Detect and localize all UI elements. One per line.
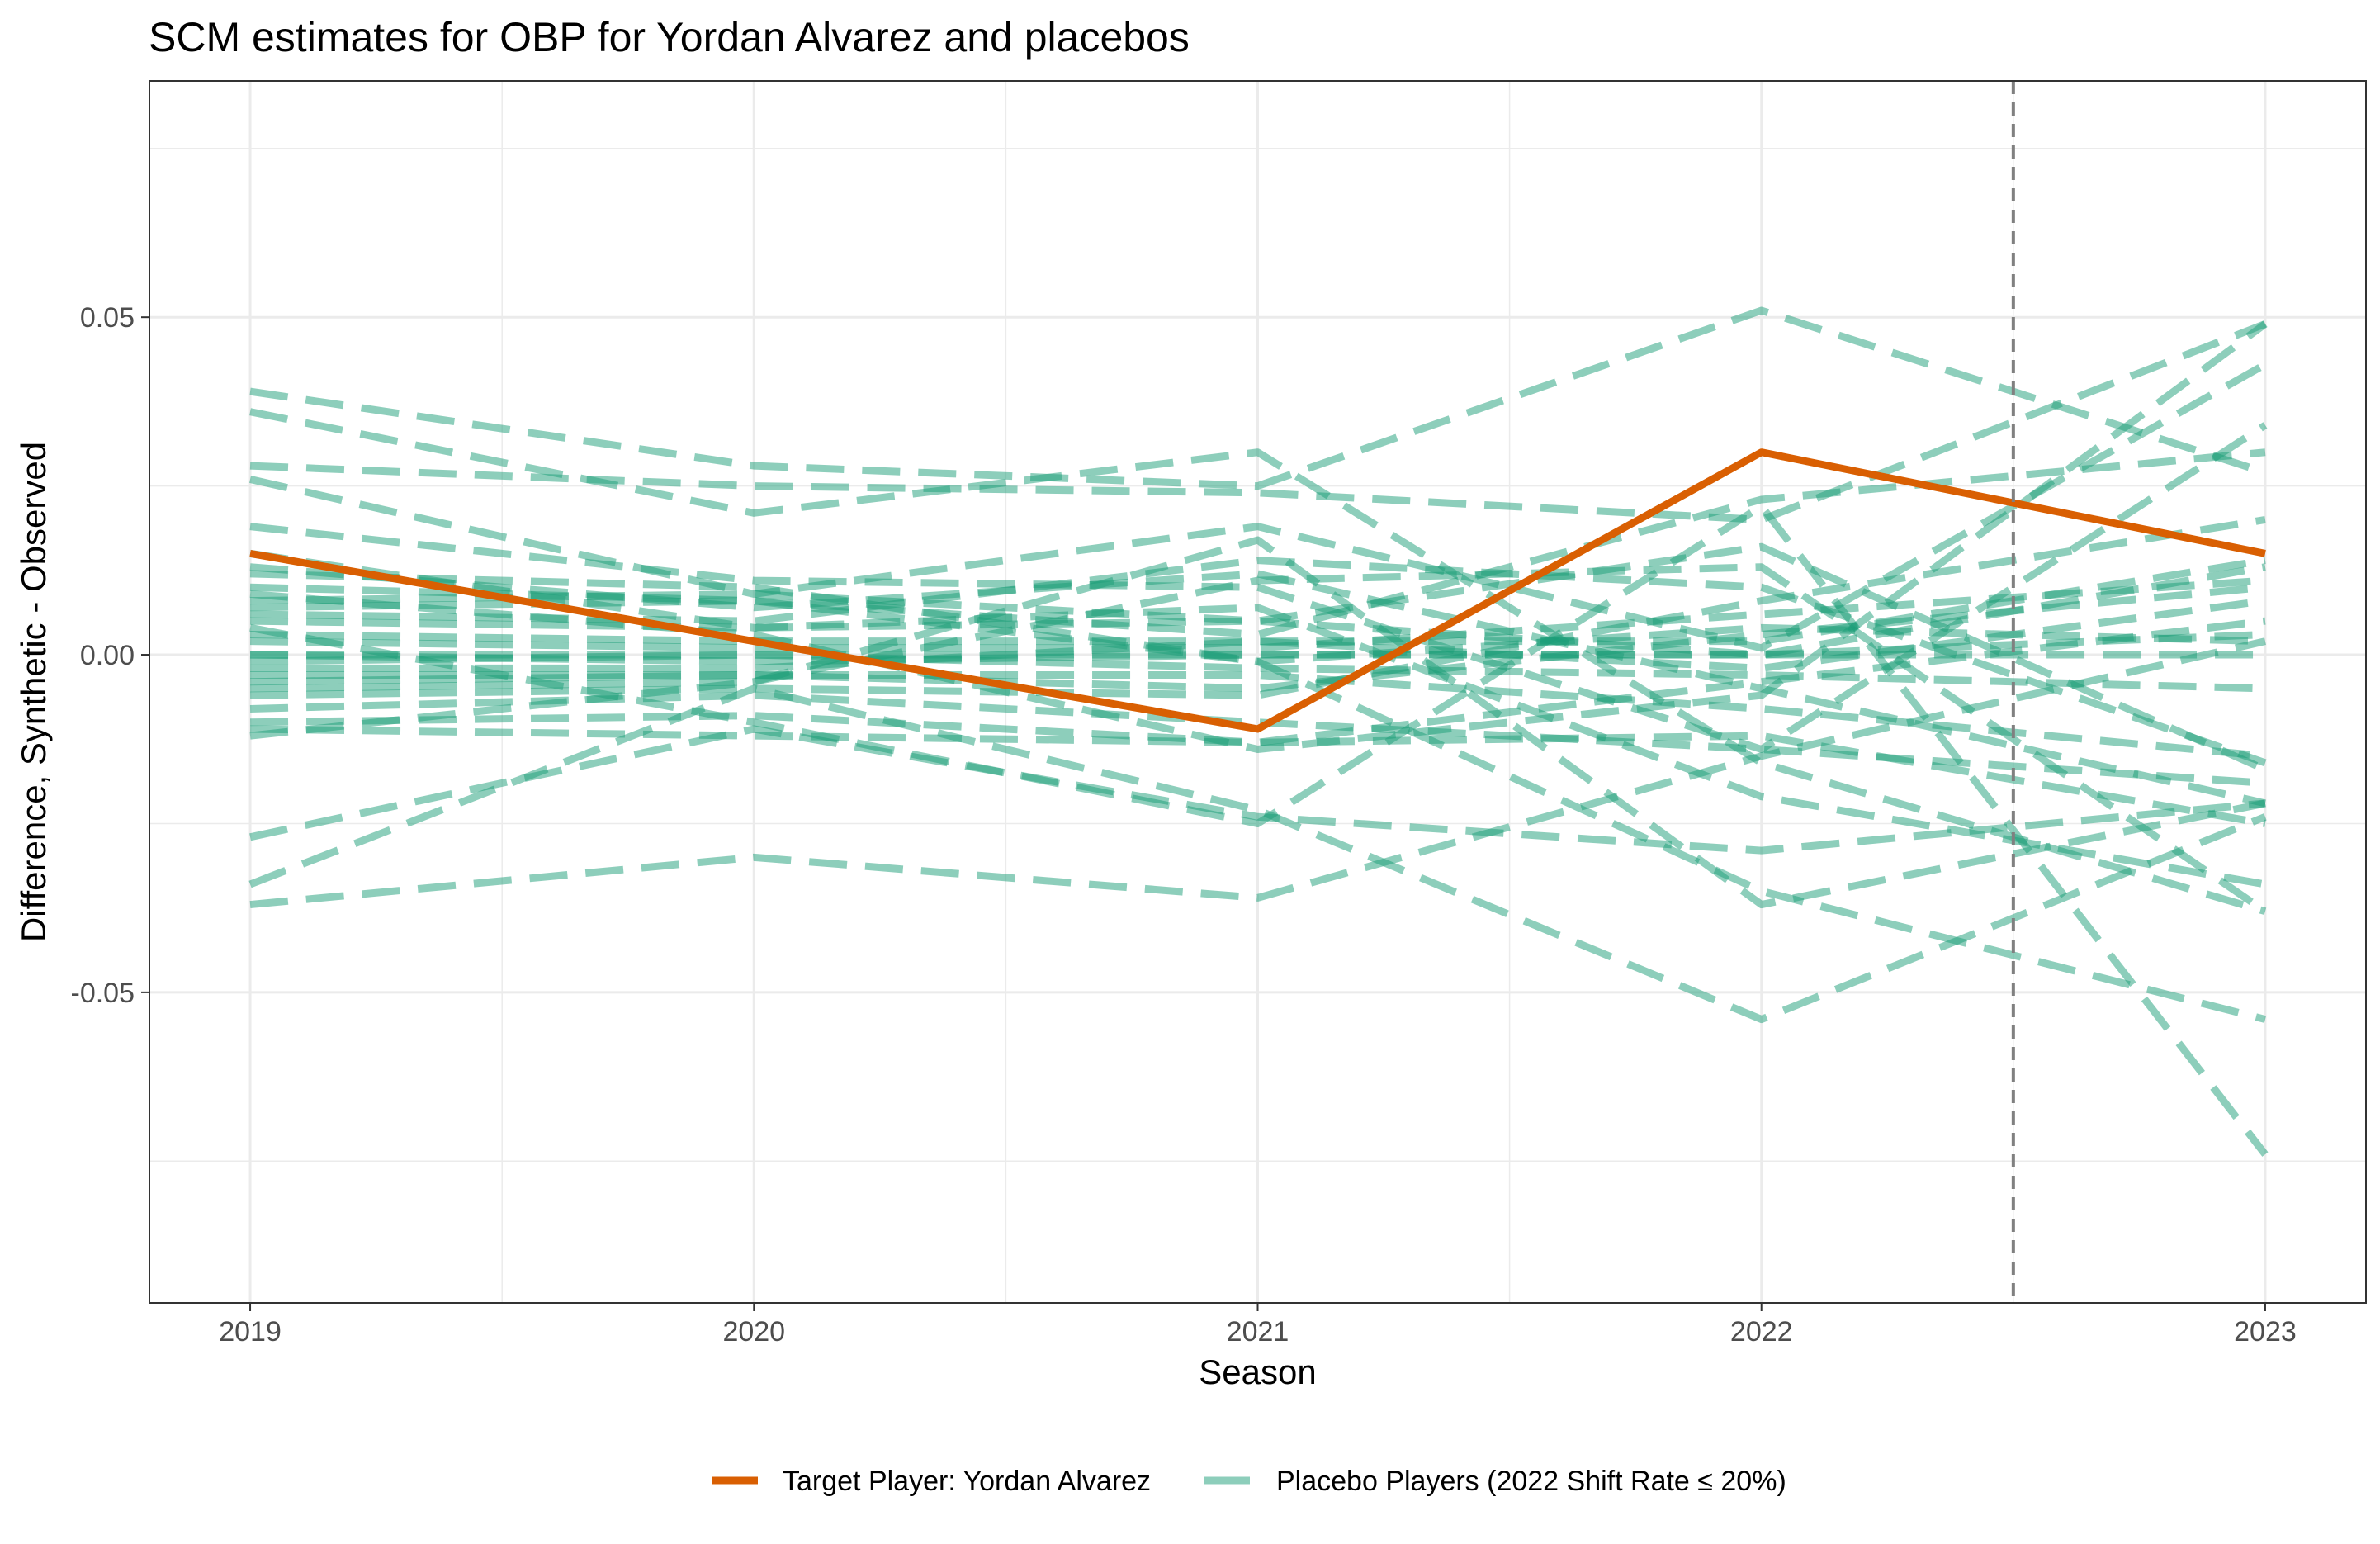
x-tick-label: 2020 [722, 1316, 785, 1347]
y-tick-label: 0.05 [80, 302, 135, 334]
placebo-series-line [249, 502, 2269, 1157]
placebo-series-line [249, 563, 2268, 915]
placebo-lines [248, 306, 2269, 1157]
grid-layer [149, 81, 2366, 1303]
legend-label-placebo: Placebo Players (2022 Shift Rate ≤ 20%) [1276, 1466, 1786, 1497]
placebo-series-line [249, 408, 2267, 916]
x-tick-label: 2021 [1227, 1316, 1289, 1347]
legend: Target Player: Yordan Alvarez Placebo Pl… [712, 1466, 1786, 1497]
placebo-series-line [249, 563, 2266, 808]
placebo-series-line [249, 549, 2266, 888]
x-tick-label: 2022 [1730, 1316, 1793, 1347]
x-tick-label: 2023 [2234, 1316, 2297, 1347]
placebo-series-line [249, 617, 2266, 746]
legend-label-target: Target Player: Yordan Alvarez [783, 1466, 1151, 1497]
placebo-series-line [249, 637, 2266, 909]
placebo-series-line [249, 422, 2268, 754]
placebo-series-line [249, 320, 2267, 523]
tick-layer: 2019 2020 2021 2022 2023 -0.05 0.00 0.05 [71, 302, 2297, 1347]
x-axis-title: Season [1199, 1352, 1316, 1391]
placebo-series-line [249, 516, 2266, 699]
placebo-series-line [249, 320, 2268, 754]
x-tick-label: 2019 [219, 1316, 282, 1347]
target-series-line [249, 448, 2266, 733]
placebo-series-line [249, 557, 2267, 767]
y-tick-label: 0.00 [80, 640, 135, 671]
y-axis-title: Difference, Synthetic - Observed [14, 442, 53, 942]
placebo-series-line [249, 570, 2267, 1023]
chart-title: SCM estimates for OBP for Yordan Alvarez… [149, 14, 1190, 60]
placebo-series-line [249, 536, 2266, 909]
y-tick-label: -0.05 [71, 978, 135, 1009]
placebo-series-line [249, 306, 2267, 490]
placebo-series-line [249, 361, 2268, 652]
target-line-layer [249, 448, 2266, 733]
placebo-series-line [248, 684, 2267, 1024]
placebo-series-line [249, 725, 2266, 855]
placebo-series-line [249, 542, 2267, 774]
